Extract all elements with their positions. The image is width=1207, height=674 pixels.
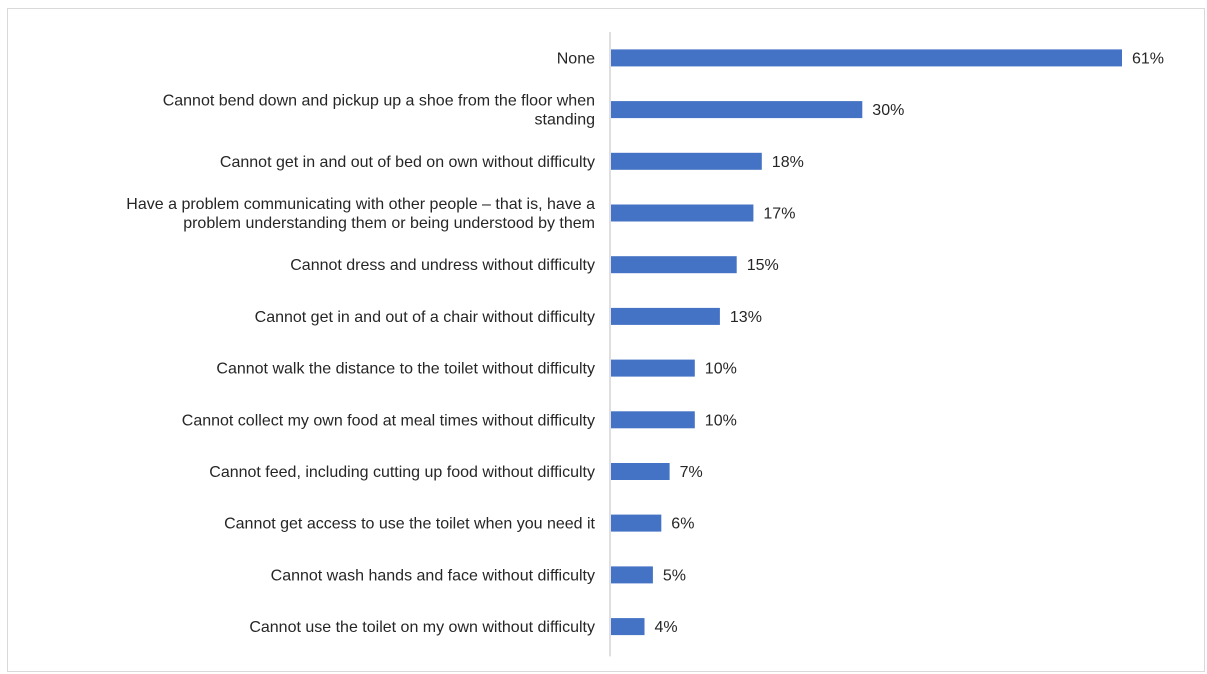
category-label: Cannot get in and out of bed on own with… xyxy=(220,154,595,171)
bars xyxy=(611,49,1122,636)
category-label-line: standing xyxy=(535,112,596,129)
category-labels: None Cannot bend down and pickup up a sho… xyxy=(126,50,595,636)
bar xyxy=(611,49,1122,67)
category-label-line: Cannot get access to use the toilet when… xyxy=(224,516,595,533)
value-labels: 61% 30% 18% 17% 15% 13% 10% 10% 7% 6% 5% 4% xyxy=(655,50,1165,636)
category-label-line: Have a problem communicating with other … xyxy=(126,196,595,213)
category-label: Cannot use the toilet on my own without … xyxy=(249,619,595,636)
category-label: Cannot get in and out of a chair without… xyxy=(255,309,595,326)
data-label: 13% xyxy=(730,309,762,326)
category-label: Cannot walk the distance to the toilet w… xyxy=(216,361,595,378)
bar xyxy=(611,514,662,532)
category-label-line: Cannot collect my own food at meal times… xyxy=(182,412,595,429)
category-label: Cannot bend down and pickup up a shoe fr… xyxy=(163,93,595,129)
data-label: 7% xyxy=(680,464,703,481)
category-label-line: Cannot bend down and pickup up a shoe fr… xyxy=(163,93,595,110)
data-label: 61% xyxy=(1132,50,1164,67)
bar xyxy=(611,152,762,170)
category-label: Cannot get access to use the toilet when… xyxy=(224,516,595,533)
category-label: Cannot wash hands and face without diffi… xyxy=(271,567,595,584)
category-label-line: Cannot use the toilet on my own without … xyxy=(249,619,595,636)
data-label: 17% xyxy=(763,206,795,223)
category-label: Cannot collect my own food at meal times… xyxy=(182,412,595,429)
category-label-line: Cannot dress and undress without difficu… xyxy=(290,257,595,274)
category-label: Have a problem communicating with other … xyxy=(126,196,595,232)
data-label: 10% xyxy=(705,361,737,378)
bar xyxy=(611,204,754,222)
category-label-line: Cannot get in and out of bed on own with… xyxy=(220,154,595,171)
data-label: 30% xyxy=(872,102,904,119)
bar xyxy=(611,566,653,584)
category-label-line: Cannot wash hands and face without diffi… xyxy=(271,567,595,584)
category-label-line: Cannot walk the distance to the toilet w… xyxy=(216,361,595,378)
category-label: None xyxy=(557,50,595,67)
data-label: 6% xyxy=(671,516,694,533)
bar xyxy=(611,463,670,480)
bar xyxy=(611,618,645,636)
bar xyxy=(611,359,695,377)
bar xyxy=(611,307,720,325)
data-label: 4% xyxy=(655,619,678,636)
data-label: 10% xyxy=(705,412,737,429)
category-label-line: None xyxy=(557,50,595,67)
data-label: 18% xyxy=(772,154,804,171)
bar xyxy=(611,411,695,429)
chart-frame xyxy=(7,8,1205,672)
category-label-line: problem understanding them or being unde… xyxy=(183,215,595,232)
data-label: 5% xyxy=(663,567,686,584)
category-label: Cannot dress and undress without difficu… xyxy=(290,257,595,274)
category-label: Cannot feed, including cutting up food w… xyxy=(209,464,595,481)
category-label-line: Cannot feed, including cutting up food w… xyxy=(209,464,595,481)
bar xyxy=(611,256,737,274)
category-label-line: Cannot get in and out of a chair without… xyxy=(255,309,595,326)
data-label: 15% xyxy=(747,257,779,274)
bar xyxy=(611,101,863,119)
